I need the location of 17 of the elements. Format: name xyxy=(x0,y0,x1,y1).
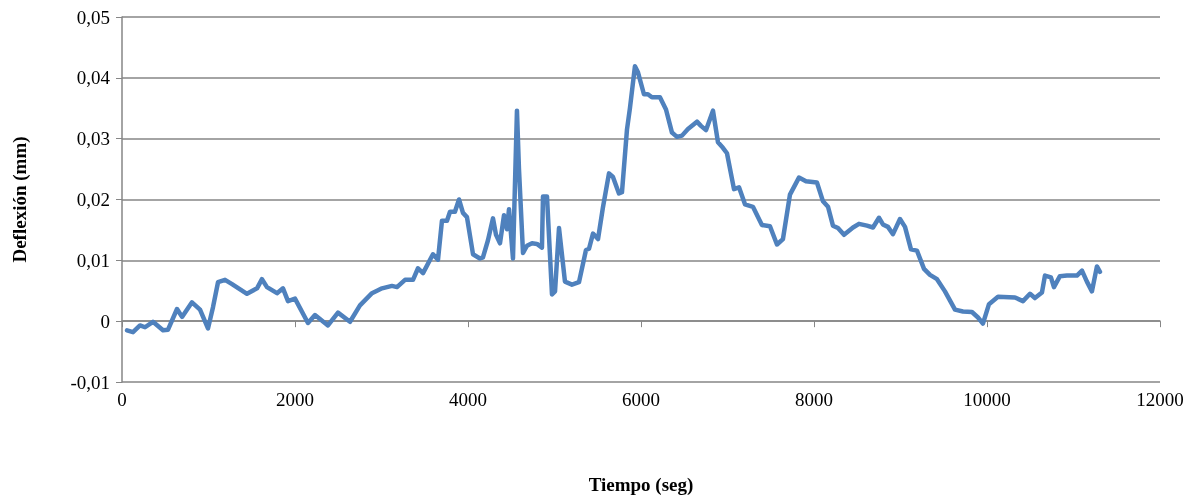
x-axis-title: Tiempo (seg) xyxy=(588,474,694,496)
x-tick-label: 8000 xyxy=(795,389,833,410)
y-tick-label: 0,05 xyxy=(76,6,110,28)
y-axis-title: Deflexión (mm) xyxy=(9,136,31,263)
y-tick-label: 0,03 xyxy=(76,128,110,150)
y-tick-label: -0,01 xyxy=(70,371,110,393)
y-tick-label: 0 xyxy=(100,310,110,332)
line-series xyxy=(124,64,1103,335)
x-tick-label: 0 xyxy=(117,389,127,410)
x-tick-label: 2000 xyxy=(276,389,314,410)
y-tick-label: 0,01 xyxy=(76,249,110,271)
y-tick-label: 0,04 xyxy=(76,67,111,89)
x-tick-label: 12000 xyxy=(1136,389,1184,410)
x-tick-label: 6000 xyxy=(622,389,660,410)
x-tick-label: 4000 xyxy=(449,389,487,410)
y-tick-label: 0,02 xyxy=(76,189,110,210)
x-tick-label: 10000 xyxy=(963,389,1011,410)
